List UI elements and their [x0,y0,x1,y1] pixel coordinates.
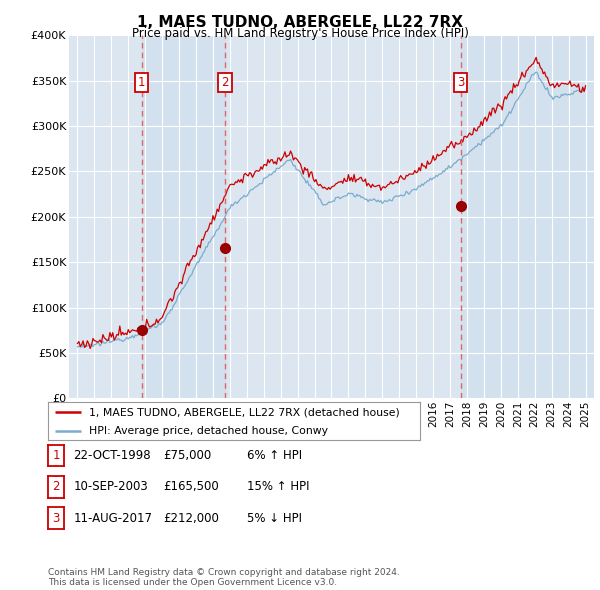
Text: 1, MAES TUDNO, ABERGELE, LL22 7RX (detached house): 1, MAES TUDNO, ABERGELE, LL22 7RX (detac… [89,408,400,417]
Text: 3: 3 [52,512,60,525]
Text: 1: 1 [138,76,145,89]
Bar [142,35,225,398]
Text: 15% ↑ HPI: 15% ↑ HPI [247,480,310,493]
Text: 5% ↓ HPI: 5% ↓ HPI [247,512,302,525]
Bar [461,35,594,398]
Text: 2: 2 [52,480,60,493]
Text: 2: 2 [221,76,229,89]
Text: 10-SEP-2003: 10-SEP-2003 [73,480,148,493]
Text: 3: 3 [457,76,464,89]
Text: Contains HM Land Registry data © Crown copyright and database right 2024.
This d: Contains HM Land Registry data © Crown c… [48,568,400,587]
Text: 6% ↑ HPI: 6% ↑ HPI [247,449,302,462]
Text: 1: 1 [52,449,60,462]
Text: 11-AUG-2017: 11-AUG-2017 [73,512,152,525]
Text: Price paid vs. HM Land Registry's House Price Index (HPI): Price paid vs. HM Land Registry's House … [131,27,469,40]
Text: 1, MAES TUDNO, ABERGELE, LL22 7RX: 1, MAES TUDNO, ABERGELE, LL22 7RX [137,15,463,30]
Text: HPI: Average price, detached house, Conwy: HPI: Average price, detached house, Conw… [89,426,328,436]
Text: 22-OCT-1998: 22-OCT-1998 [73,449,151,462]
Text: £165,500: £165,500 [163,480,219,493]
Text: £212,000: £212,000 [163,512,219,525]
Text: £75,000: £75,000 [163,449,211,462]
